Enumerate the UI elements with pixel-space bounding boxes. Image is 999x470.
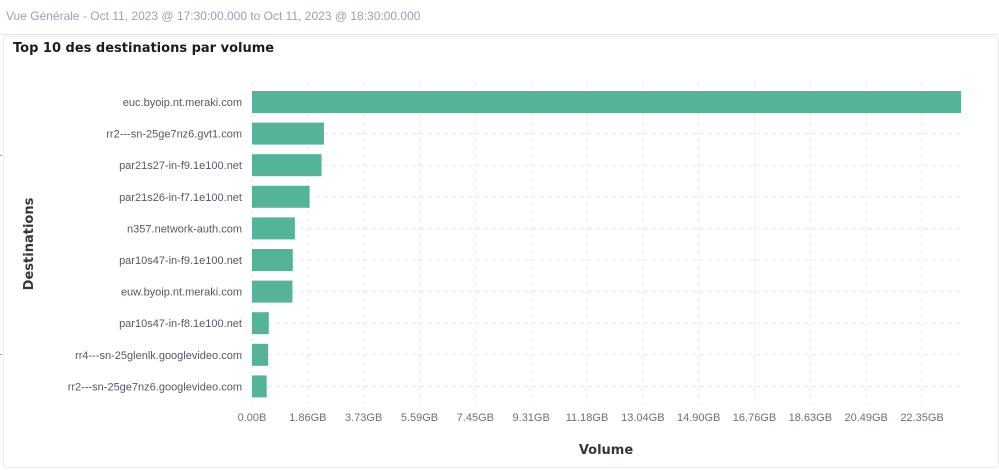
time-range-label: Vue Générale - Oct 11, 2023 @ 17:30:00.0…: [6, 9, 421, 23]
x-tick-label: 22.35GB: [900, 412, 943, 424]
grid-layer: [251, 82, 961, 405]
x-tick-label: 3.73GB: [345, 412, 382, 424]
bar[interactable]: [252, 91, 961, 113]
category-label: par21s27-in-f9.1e100.net: [119, 160, 242, 172]
category-label: par10s47-in-f8.1e100.net: [119, 318, 242, 330]
category-label: n357.network-auth.com: [127, 223, 242, 235]
category-label: rr2---sn-25ge7nz6.gvt1.com: [106, 129, 242, 141]
bar[interactable]: [252, 154, 322, 177]
bar[interactable]: [252, 249, 293, 271]
x-tick-label: 9.31GB: [513, 412, 550, 424]
category-label: euw.byoip.nt.meraki.com: [121, 287, 242, 299]
bar[interactable]: [252, 312, 269, 335]
x-tick-label: 14.90GB: [677, 412, 720, 424]
x-tick-label: 1.86GB: [289, 412, 326, 424]
category-label: rr4---sn-25glenlk.googlevideo.com: [75, 350, 242, 362]
bar[interactable]: [252, 122, 324, 145]
panel-title: Top 10 des destinations par volume: [13, 41, 275, 56]
x-tick-label: 0.00B: [238, 412, 267, 424]
x-tick-labels: 0.00B 1.86GB 3.73GB 5.59GB 7.45GB 9.31GB 11.18…: [238, 412, 944, 424]
left-edge-tick: [0, 354, 2, 355]
x-tick-label: 11.18GB: [566, 412, 609, 424]
bar-layer: [252, 91, 961, 398]
x-tick-label: 7.45GB: [457, 412, 494, 424]
x-tick-label: 5.59GB: [401, 412, 438, 424]
category-labels: euc.byoip.nt.meraki.com rr2---sn-25ge7nz6…: [68, 97, 242, 393]
top-bar: Vue Générale - Oct 11, 2023 @ 17:30:00.0…: [0, 0, 999, 35]
x-tick-label: 18.63GB: [789, 412, 832, 424]
bar[interactable]: [252, 375, 267, 398]
category-label: par21s26-in-f7.1e100.net: [119, 192, 242, 204]
x-tick-label: 20.49GB: [844, 412, 887, 424]
bar[interactable]: [252, 185, 310, 208]
x-tick-label: 16.76GB: [733, 412, 776, 424]
left-edge-tick: [0, 155, 2, 156]
bar[interactable]: [252, 280, 293, 303]
bar[interactable]: [252, 217, 295, 240]
category-label: rr2---sn-25ge7nz6.googlevideo.com: [68, 381, 242, 393]
x-axis-title: Volume: [579, 443, 634, 458]
category-label: euc.byoip.nt.meraki.com: [123, 97, 242, 109]
category-label: par10s47-in-f9.1e100.net: [119, 255, 242, 267]
y-axis-title: Destinations: [22, 197, 37, 290]
bar[interactable]: [252, 343, 269, 366]
x-tick-label: 13.04GB: [621, 412, 664, 424]
